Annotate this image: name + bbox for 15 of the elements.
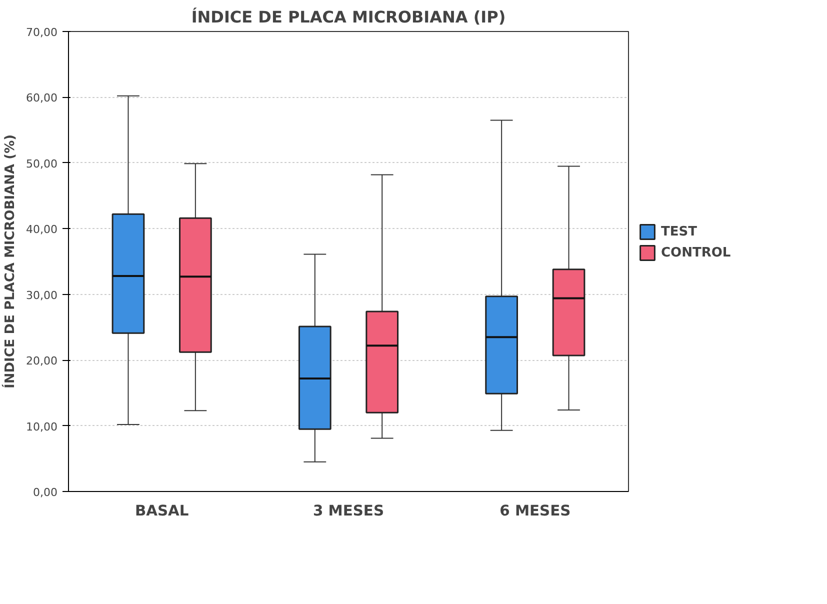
y-axis-title: ÍNDICE DE PLACA MICROBIANA (%): [1, 134, 18, 389]
legend-label: TEST: [661, 224, 697, 240]
y-tick-label: 20,00: [26, 354, 58, 368]
y-tick-label: 0,00: [33, 486, 58, 499]
x-tick-label: BASAL: [134, 502, 189, 520]
y-tick-label: 30,00: [26, 288, 58, 302]
y-tick-label: 70,00: [26, 26, 58, 39]
y-tick-label: 40,00: [26, 223, 58, 236]
x-tick-label: 3 MESES: [312, 502, 384, 520]
y-tick-label: 50,00: [26, 157, 58, 170]
chart-title: ÍNDICE DE PLACA MICROBIANA (IP): [191, 8, 506, 26]
y-tick-label: 60,00: [26, 92, 58, 105]
legend-label: CONTROL: [661, 245, 731, 260]
x-tick-label: 6 MESES: [500, 502, 571, 520]
y-tick-label: 10,00: [26, 420, 58, 434]
